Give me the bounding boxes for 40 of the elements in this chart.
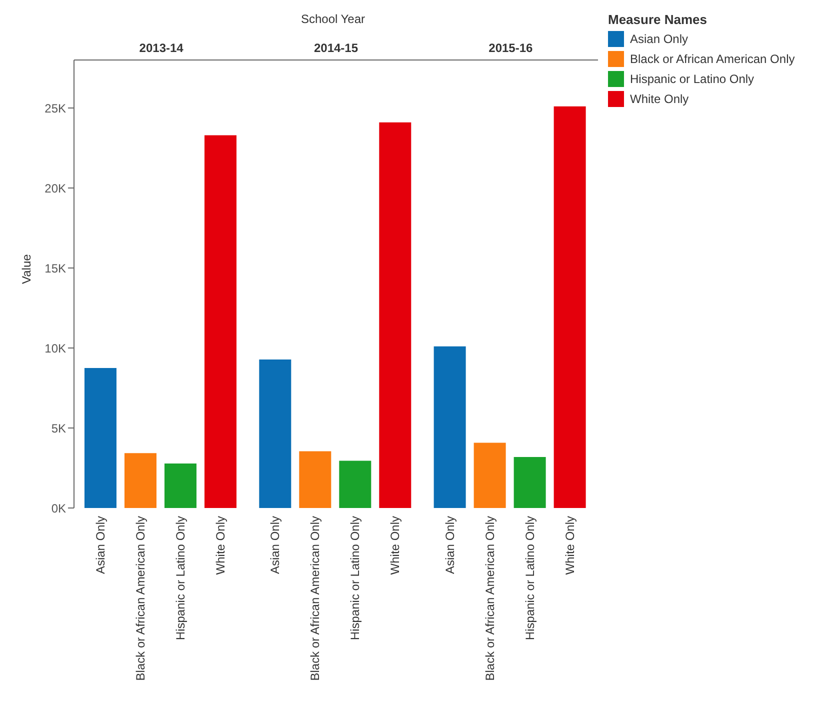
y-tick-label: 0K (51, 501, 66, 516)
text: Hispanic or Latino Only (522, 516, 537, 640)
text: Hispanic or Latino Only (173, 516, 188, 640)
bar (434, 346, 466, 508)
y-tick-label: 15K (44, 261, 66, 276)
y-tick-label: 10K (44, 341, 66, 356)
bar (259, 360, 292, 508)
text: White Only (562, 516, 577, 575)
text: Black or African American Only (308, 516, 322, 681)
text: Asian Only (442, 516, 457, 574)
legend-label: White Only (630, 92, 689, 106)
x-axis-title: School Year (300, 12, 366, 26)
bar (514, 456, 546, 508)
y-axis-title: Value (19, 254, 34, 284)
text: Hispanic or Latino Only (348, 516, 362, 640)
bar (474, 442, 506, 508)
bar (379, 122, 412, 508)
bar (164, 464, 196, 508)
text: Black or African American Only (133, 516, 148, 681)
text: Asian Only (93, 516, 108, 574)
y-tick-label: 20K (44, 181, 66, 196)
bar (299, 451, 332, 508)
x-tick-label: 2013-14 (139, 41, 184, 55)
bar (339, 460, 372, 508)
text: Asian Only (268, 516, 282, 574)
x-tick-label: 2014-15 (314, 41, 358, 55)
y-tick-label: 25K (44, 101, 66, 116)
x-tick-label: 2015-16 (488, 41, 534, 55)
bar (554, 106, 586, 508)
text: White Only (213, 516, 228, 575)
text: Black or African American Only (482, 516, 497, 681)
legend-label: Hispanic or Latino Only (630, 72, 754, 86)
bar (84, 368, 116, 508)
bar (204, 135, 236, 508)
text: White Only (388, 516, 402, 575)
legend-label: Black or African American Only (630, 52, 795, 66)
y-tick-label: 5K (51, 421, 66, 436)
legend-label: Asian Only (630, 32, 688, 46)
bar (124, 453, 156, 508)
legend-title: Measure Names (608, 12, 708, 27)
